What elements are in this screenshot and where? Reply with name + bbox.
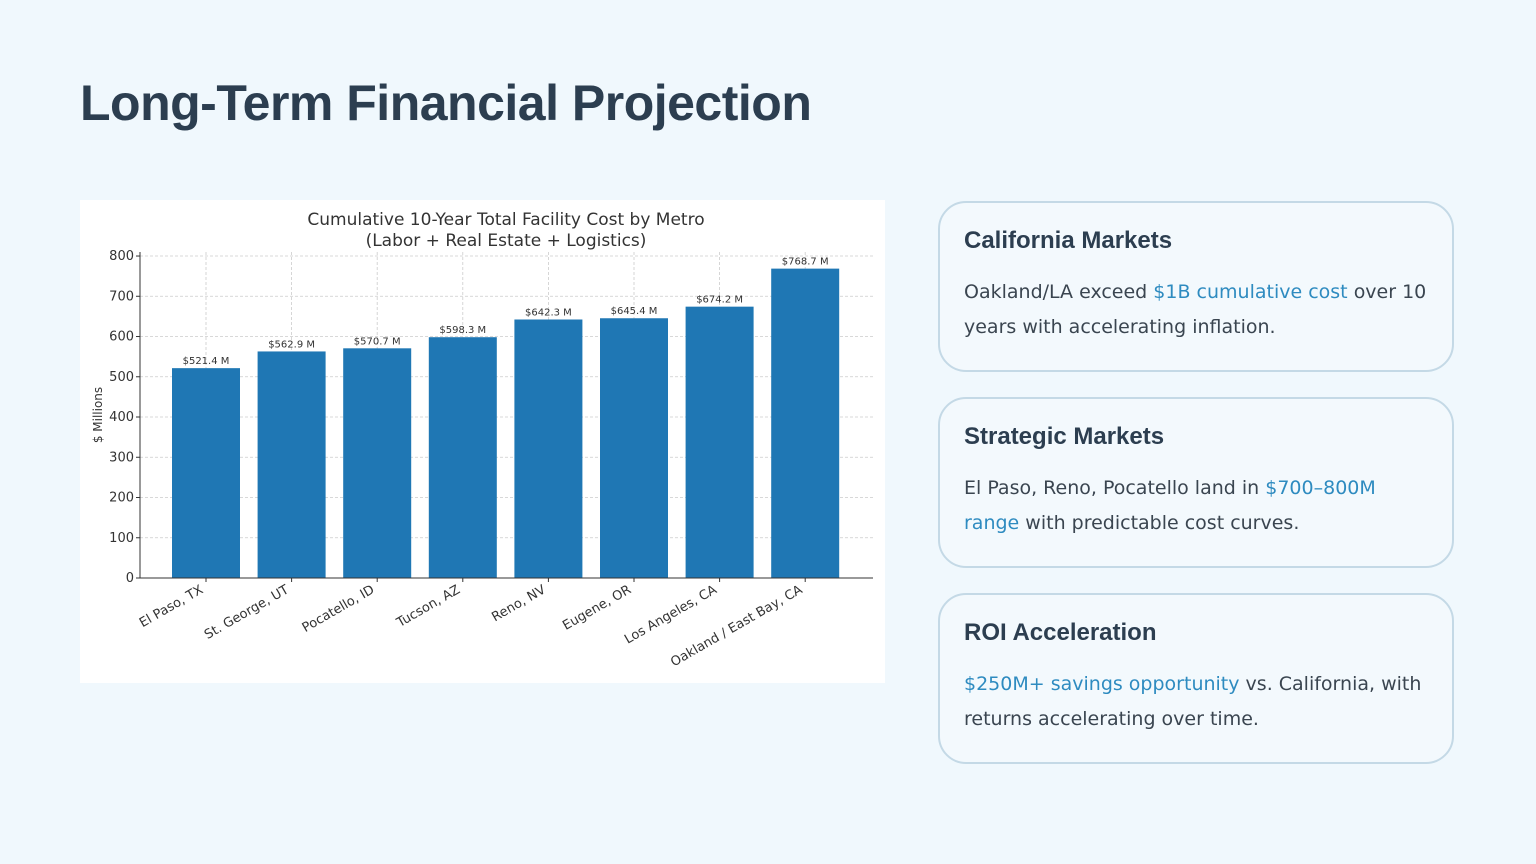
x-tick-label: Tucson, AZ — [393, 582, 462, 631]
y-tick-label: 800 — [109, 249, 134, 264]
bar — [343, 348, 412, 578]
chart: Cumulative 10-Year Total Facility Cost b… — [80, 200, 885, 683]
card: Strategic Markets El Paso, Reno, Pocatell… — [938, 397, 1454, 568]
chart-title: Cumulative 10-Year Total Facility Cost b… — [307, 210, 704, 230]
bar — [257, 351, 326, 578]
x-tick-label: Eugene, OR — [560, 582, 634, 633]
highlight-text: $700–800M range — [964, 477, 1376, 534]
value-label: $562.9 M — [268, 339, 315, 350]
bar — [514, 319, 583, 578]
card-title: ROI Acceleration — [964, 619, 1157, 646]
bar — [685, 306, 754, 578]
card: California Markets Oakland/LA exceed $1B … — [938, 201, 1454, 372]
card-body: Oakland/LA exceed $1B cumulative cost ov… — [964, 275, 1428, 345]
body-text: Oakland/LA exceed — [964, 281, 1148, 303]
y-tick-label: 700 — [109, 289, 134, 304]
x-tick-label: El Paso, TX — [137, 582, 206, 631]
body-text: over 10 years with accelerating inflatio… — [964, 281, 1427, 338]
highlight-text: $250M+ savings opportunity — [964, 673, 1240, 695]
x-tick-label: Reno, NV — [489, 582, 548, 625]
x-tick-label: Pocatello, ID — [300, 582, 377, 635]
y-tick-label: 0 — [126, 571, 134, 586]
slide-title: Long-Term Financial Projection — [80, 75, 812, 131]
card: ROI Acceleration $250M+ savings opportuni… — [938, 593, 1454, 764]
x-tick-label: St. George, UT — [202, 582, 292, 642]
value-label: $768.7 M — [782, 257, 829, 268]
y-axis-label: $ Millions — [91, 387, 105, 443]
card-title: Strategic Markets — [964, 423, 1165, 450]
card-title: California Markets — [964, 227, 1173, 254]
body-text: with predictable cost curves. — [1025, 512, 1300, 534]
body-text: El Paso, Reno, Pocatello land in — [964, 477, 1260, 499]
bar — [771, 268, 840, 578]
bar — [428, 337, 497, 578]
highlight-text: $1B cumulative cost — [1153, 281, 1348, 303]
y-tick-label: 400 — [109, 410, 134, 425]
value-label: $642.3 M — [525, 307, 572, 318]
value-label: $674.2 M — [696, 295, 743, 306]
card-body: El Paso, Reno, Pocatello land in $700–80… — [964, 471, 1428, 541]
body-text: vs. California, with returns acceleratin… — [964, 673, 1422, 730]
value-label: $598.3 M — [439, 325, 486, 336]
y-tick-label: 300 — [109, 450, 134, 465]
card-body: $250M+ savings opportunity vs. Californi… — [964, 667, 1428, 737]
chart-subtitle: (Labor + Real Estate + Logistics) — [366, 231, 647, 251]
bar — [172, 368, 240, 578]
y-tick-label: 600 — [109, 330, 134, 345]
value-label: $521.4 M — [183, 356, 230, 367]
y-tick-label: 500 — [109, 370, 134, 385]
y-tick-label: 200 — [109, 491, 134, 506]
bar — [600, 318, 668, 578]
value-label: $570.7 M — [354, 336, 401, 347]
value-label: $645.4 M — [611, 306, 658, 317]
y-tick-label: 100 — [109, 531, 134, 546]
